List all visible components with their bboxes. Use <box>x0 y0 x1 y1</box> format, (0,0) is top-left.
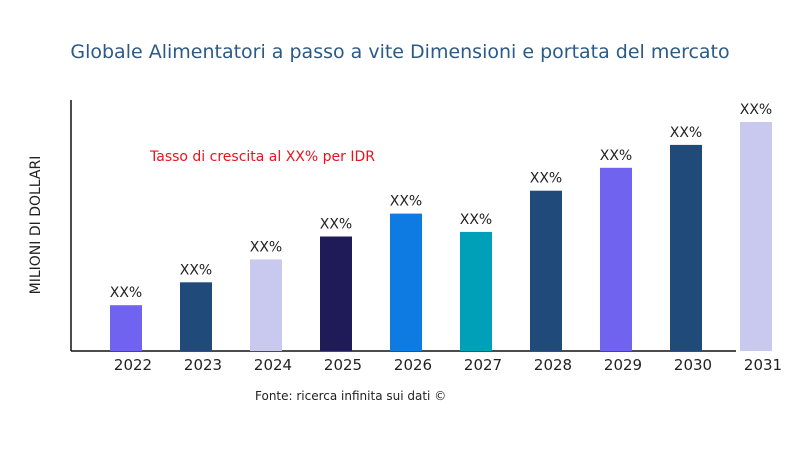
x-tick-label-2024: 2024 <box>254 356 292 374</box>
x-tick-label-2025: 2025 <box>324 356 362 374</box>
bar-2027 <box>460 231 492 351</box>
x-tick-label-2022: 2022 <box>114 356 152 374</box>
data-label-2029: XX% <box>600 148 632 164</box>
bar-2025 <box>320 236 352 351</box>
data-label-2026: XX% <box>390 194 422 210</box>
growth-rate-annotation: Tasso di crescita al XX% per IDR <box>149 149 375 165</box>
x-tick-label-2031: 2031 <box>744 356 782 374</box>
bar-2022 <box>110 305 142 351</box>
source-note: Fonte: ricerca infinita sui dati © <box>255 389 446 403</box>
bar-2029 <box>600 167 632 351</box>
data-label-2024: XX% <box>250 239 282 255</box>
bar-2023 <box>180 282 212 351</box>
y-axis-label: MILIONI DI DOLLARI <box>28 156 44 295</box>
data-label-2028: XX% <box>530 171 562 187</box>
bar-2026 <box>390 213 422 351</box>
x-tick-label-2029: 2029 <box>604 356 642 374</box>
x-tick-label-2026: 2026 <box>394 356 432 374</box>
x-tick-label-2027: 2027 <box>464 356 502 374</box>
data-label-2025: XX% <box>320 217 352 233</box>
data-label-2027: XX% <box>460 212 492 228</box>
bar-2024 <box>250 259 282 351</box>
chart-title: Globale Alimentatori a passo a vite Dime… <box>70 41 729 63</box>
bar-2028 <box>530 190 562 351</box>
data-label-2022: XX% <box>110 285 142 301</box>
x-tick-label-2023: 2023 <box>184 356 222 374</box>
data-label-2023: XX% <box>180 262 212 278</box>
bar-2031 <box>740 122 772 351</box>
data-label-2031: XX% <box>740 102 772 118</box>
x-tick-label-2028: 2028 <box>534 356 572 374</box>
x-tick-label-2030: 2030 <box>674 356 712 374</box>
data-label-2030: XX% <box>670 125 702 141</box>
bar-2030 <box>670 144 702 351</box>
